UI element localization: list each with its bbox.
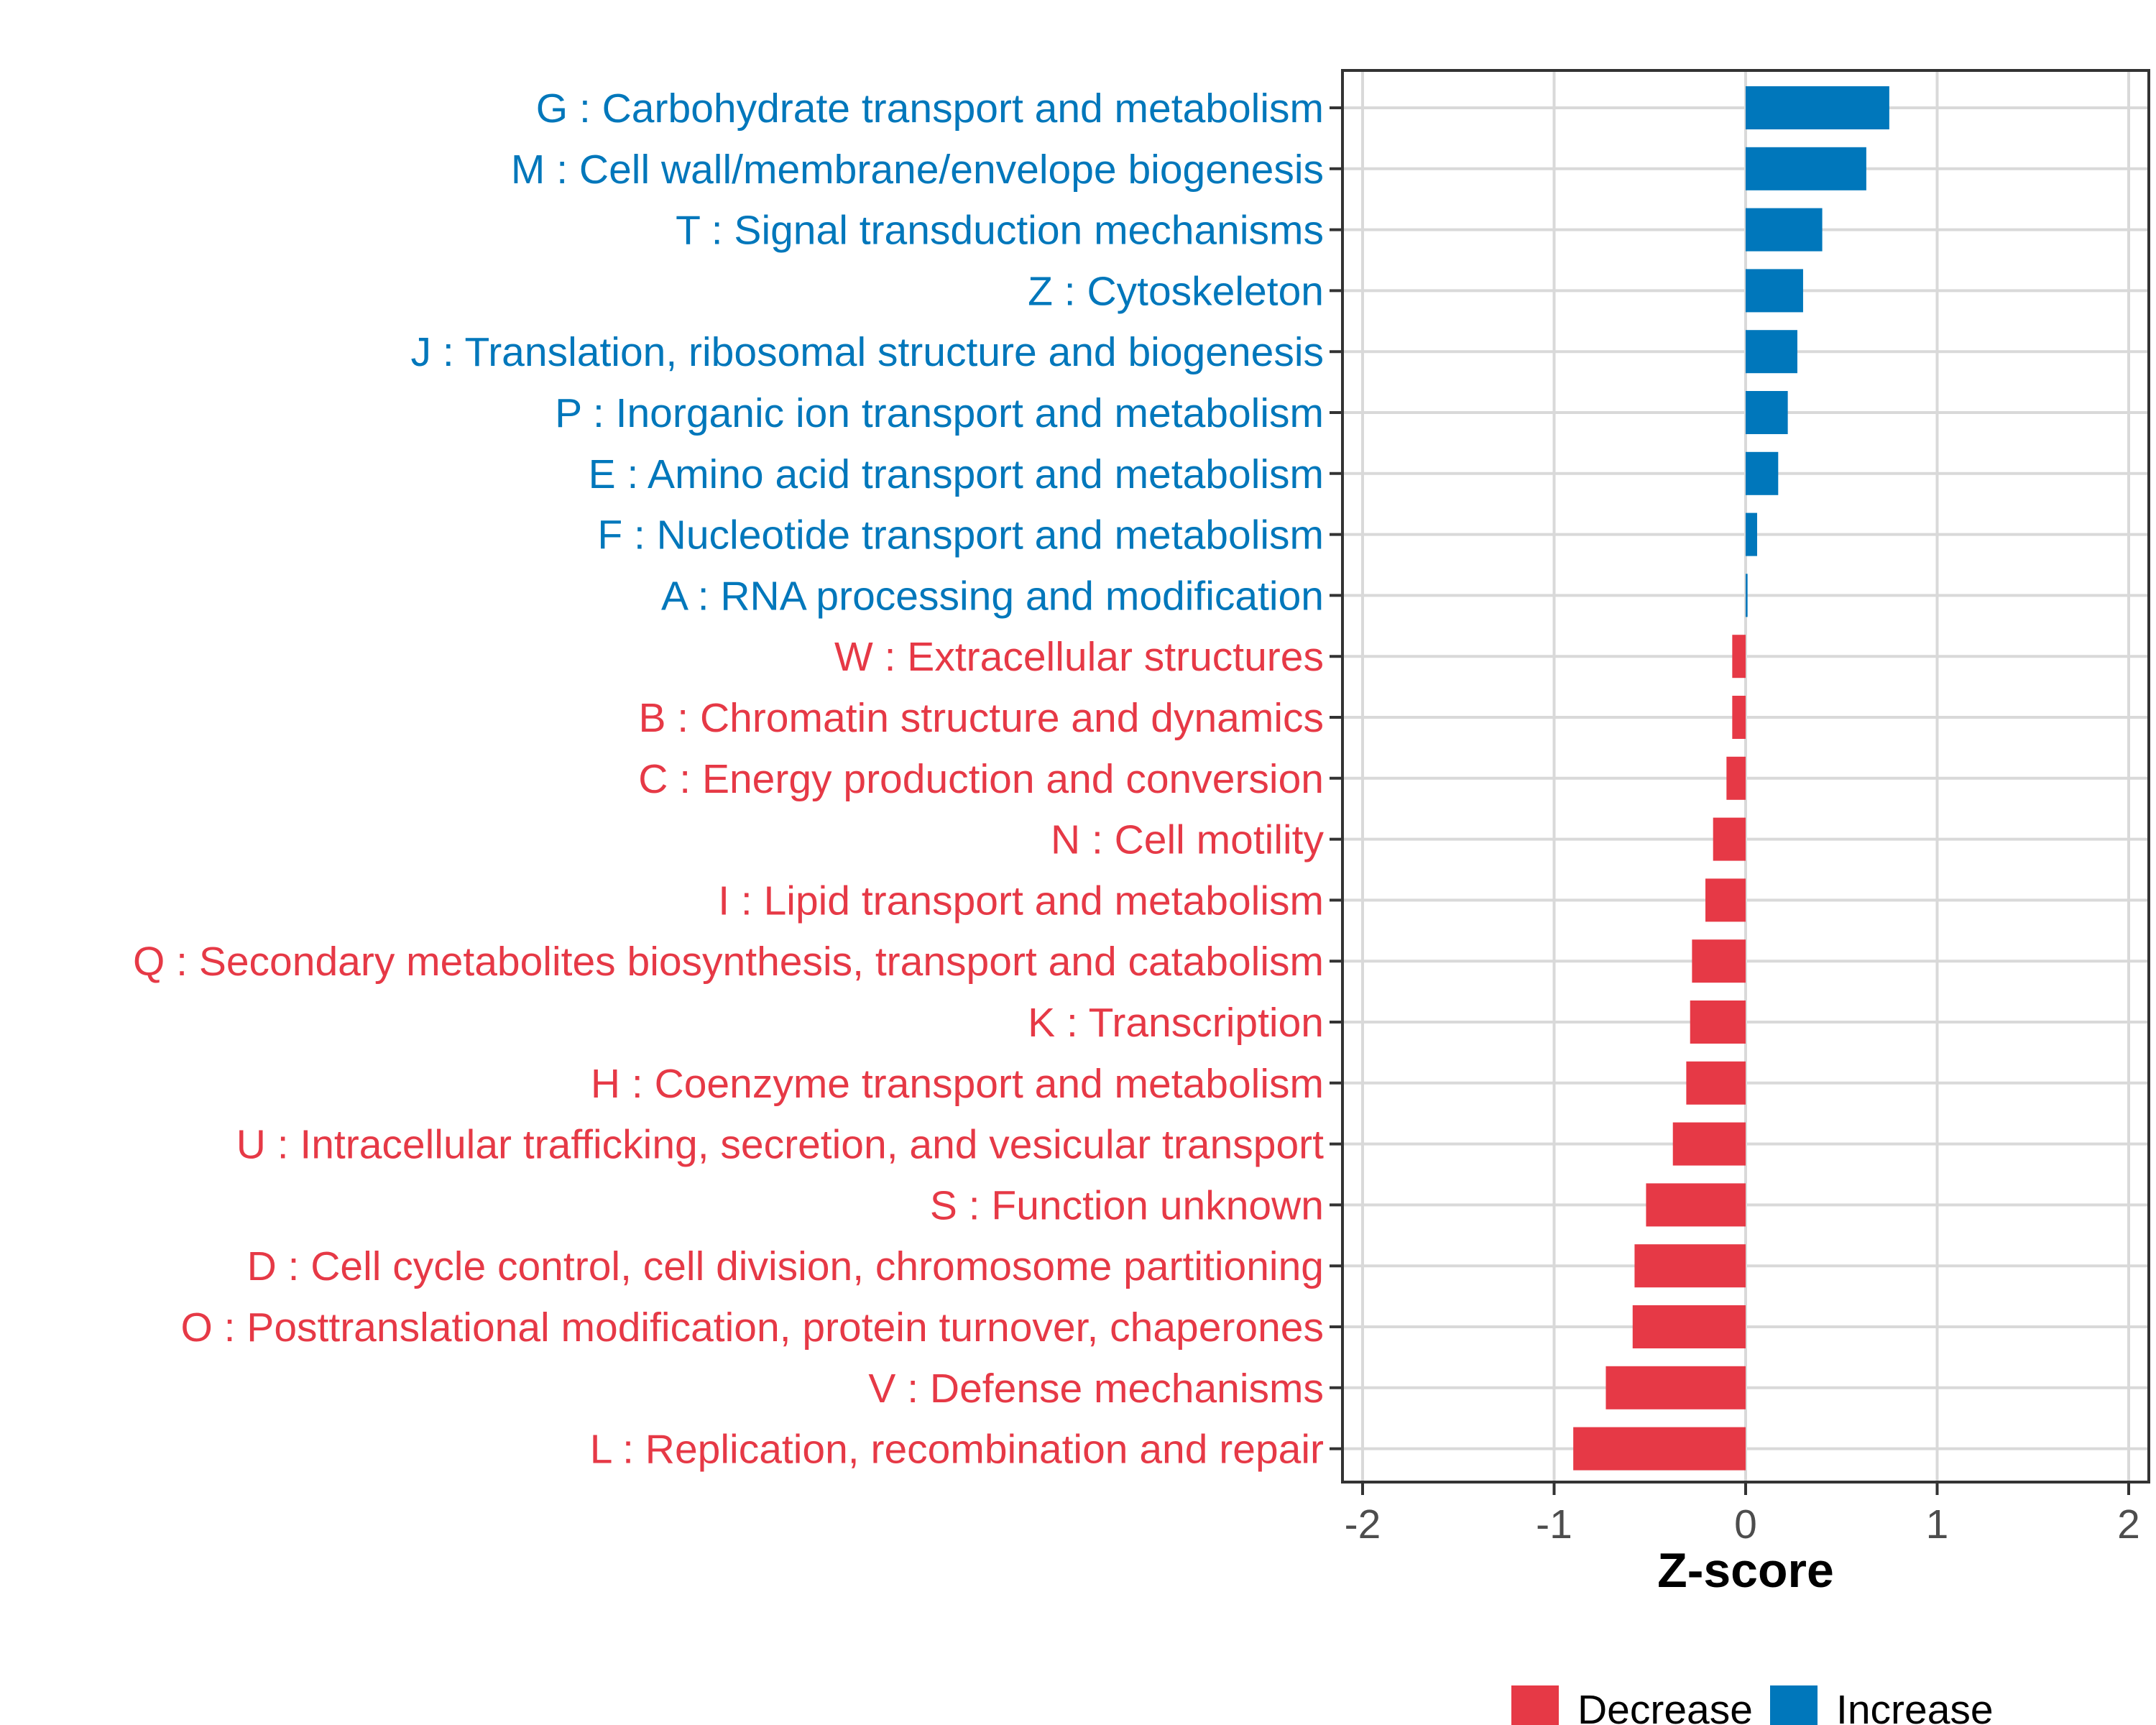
- category-label: L : Replication, recombination and repai…: [590, 1427, 1324, 1473]
- legend-label-increase: Increase: [1836, 1687, 1994, 1725]
- bar-u: [1672, 1122, 1746, 1166]
- x-tick-label: -1: [1536, 1501, 1572, 1547]
- category-label: V : Defense mechanisms: [868, 1366, 1324, 1412]
- category-label: B : Chromatin structure and dynamics: [638, 695, 1324, 741]
- category-label: N : Cell motility: [1051, 817, 1325, 863]
- legend: Decrease Increase: [1511, 1685, 1994, 1725]
- x-tick-label: 0: [1734, 1501, 1757, 1547]
- y-axis-category-labels: G : Carbohydrate transport and metabolis…: [133, 86, 1325, 1473]
- bars: [1573, 86, 1889, 1471]
- bar-a: [1746, 574, 1748, 617]
- x-axis-title: Z-score: [1657, 1543, 1834, 1598]
- bar-v: [1606, 1366, 1746, 1409]
- bar-h: [1686, 1061, 1746, 1105]
- category-label: K : Transcription: [1028, 1000, 1324, 1046]
- legend-swatch-decrease: [1511, 1685, 1559, 1725]
- category-label: Z : Cytoskeleton: [1028, 268, 1324, 314]
- bar-b: [1732, 696, 1746, 739]
- category-label: D : Cell cycle control, cell division, c…: [247, 1243, 1324, 1289]
- bar-p: [1746, 391, 1788, 434]
- category-label: C : Energy production and conversion: [638, 756, 1324, 802]
- bar-w: [1732, 635, 1746, 678]
- bar-f: [1746, 512, 1757, 556]
- x-tick-label: 1: [1926, 1501, 1949, 1547]
- category-label: J : Translation, ribosomal structure and…: [411, 329, 1324, 375]
- category-label: E : Amino acid transport and metabolism: [589, 451, 1324, 497]
- bar-t: [1746, 208, 1823, 252]
- x-tick-label: -2: [1345, 1501, 1381, 1547]
- y-axis-ticks: [1330, 106, 1342, 1450]
- category-label: H : Coenzyme transport and metabolism: [591, 1061, 1324, 1107]
- x-axis-ticks: -2 -1 0 1 2: [1345, 1482, 2140, 1547]
- bar-d: [1634, 1244, 1746, 1288]
- bar-n: [1713, 817, 1746, 861]
- category-label: T : Signal transduction mechanisms: [676, 208, 1324, 254]
- bar-s: [1646, 1183, 1746, 1227]
- bar-l: [1573, 1427, 1746, 1471]
- category-label: G : Carbohydrate transport and metabolis…: [536, 86, 1324, 132]
- category-label: A : RNA processing and modification: [661, 573, 1324, 619]
- category-label: I : Lipid transport and metabolism: [718, 878, 1324, 924]
- bar-o: [1632, 1305, 1746, 1348]
- category-label: O : Posttranslational modification, prot…: [180, 1305, 1324, 1351]
- bar-k: [1690, 1000, 1746, 1044]
- bar-q: [1692, 939, 1746, 983]
- category-label: F : Nucleotide transport and metabolism: [597, 512, 1324, 558]
- bar-m: [1746, 147, 1866, 190]
- category-label: M : Cell wall/membrane/envelope biogenes…: [511, 147, 1324, 193]
- legend-label-decrease: Decrease: [1577, 1687, 1753, 1725]
- bar-e: [1746, 451, 1779, 495]
- category-label: U : Intracellular trafficking, secretion…: [236, 1122, 1324, 1168]
- category-label: Q : Secondary metabolites biosynthesis, …: [133, 939, 1324, 985]
- bar-i: [1705, 878, 1746, 922]
- category-label: P : Inorganic ion transport and metaboli…: [555, 390, 1324, 436]
- bar-c: [1726, 756, 1746, 800]
- bar-g: [1746, 86, 1889, 129]
- bar-z: [1746, 269, 1803, 313]
- bar-j: [1746, 330, 1797, 374]
- category-label: S : Function unknown: [930, 1182, 1324, 1228]
- category-label: W : Extracellular structures: [834, 634, 1324, 680]
- x-tick-label: 2: [2117, 1501, 2140, 1547]
- legend-swatch-increase: [1770, 1685, 1818, 1725]
